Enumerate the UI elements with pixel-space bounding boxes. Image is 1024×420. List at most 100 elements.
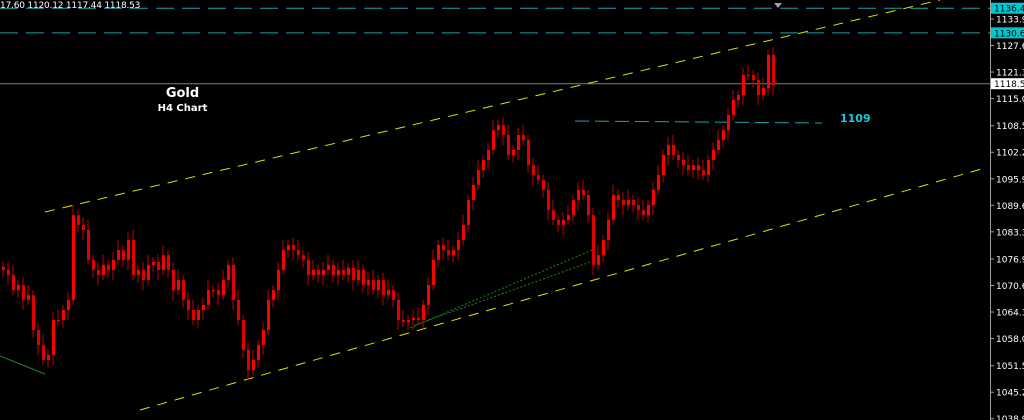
candle-body [317, 269, 320, 275]
candle-body [547, 189, 550, 211]
candle-body [697, 165, 700, 171]
candle-body [677, 154, 680, 161]
level-line-1109 [574, 120, 823, 124]
candle-body [482, 160, 485, 171]
candle-body [757, 80, 760, 95]
candle-body [117, 250, 120, 260]
candle-body [277, 269, 280, 291]
candle-body [607, 219, 610, 241]
y-tick-label: 1102.25 [996, 149, 1024, 159]
candle-body [367, 280, 370, 286]
candle-body [457, 240, 460, 251]
candle-body [217, 290, 220, 296]
candle-body [262, 330, 265, 345]
candle-body [312, 269, 315, 275]
y-tick-label: 1045.25 [996, 389, 1024, 399]
candle-body [617, 194, 620, 201]
candle-body [557, 219, 560, 225]
candle-body [402, 320, 405, 323]
candle-body [102, 264, 105, 275]
candle-body [762, 88, 765, 95]
candle-body [632, 200, 635, 206]
candle-body [197, 309, 200, 321]
candle-body [12, 274, 15, 291]
candle-body [462, 224, 465, 241]
candle-body [352, 267, 355, 281]
candle-body [172, 269, 175, 291]
candle-body [602, 240, 605, 256]
y-tick-label: 1051.55 [996, 362, 1024, 372]
candle-body [187, 299, 190, 310]
candle-body [542, 179, 545, 190]
candle-body [512, 149, 515, 155]
candle-body [672, 144, 675, 155]
candle-body [522, 134, 525, 140]
price-tag-label: 1118.53 [994, 80, 1024, 90]
candle-body [467, 200, 470, 225]
candle-body [752, 74, 755, 81]
candle-body [42, 344, 45, 361]
candle-body [157, 261, 160, 270]
green-trendline-3 [0, 355, 46, 375]
candle-body [342, 269, 345, 275]
y-tick-label: 1121.30 [996, 69, 1024, 79]
y-tick-label: 1076.90 [996, 255, 1024, 265]
candle-body [562, 219, 565, 225]
price-tag-label: 1136.46 [994, 5, 1024, 15]
candle-body [487, 149, 490, 161]
y-tick-label: 1038.95 [996, 415, 1024, 420]
candle-body [397, 299, 400, 321]
candle-body [287, 245, 290, 251]
candle-body [642, 210, 645, 216]
candle-body [192, 309, 195, 321]
candle-body [627, 200, 630, 206]
candle-body [7, 269, 10, 275]
candle-body [517, 134, 520, 150]
price-tag [991, 27, 1024, 39]
candle-body [477, 170, 480, 185]
candle-body [572, 200, 575, 216]
y-tick-label: 1058.00 [996, 335, 1024, 345]
candle-body [357, 269, 360, 281]
candle-body [327, 264, 330, 270]
candle-body [52, 320, 55, 355]
candle-body [332, 264, 335, 275]
candle-body [142, 269, 145, 281]
candle-body [592, 215, 595, 265]
candle-body [532, 165, 535, 175]
candle-body [177, 280, 180, 291]
y-tick-label: 1127.60 [996, 42, 1024, 52]
candle-body [492, 130, 495, 150]
y-tick-label: 1115.00 [996, 95, 1024, 105]
candle-body [507, 134, 510, 155]
candle-body [272, 290, 275, 300]
price-tag [991, 78, 1024, 90]
candle-body [567, 215, 570, 220]
candle-body [692, 165, 695, 171]
price-tag [991, 2, 1024, 14]
candle-body [322, 269, 325, 275]
candle-body [92, 259, 95, 270]
candle-body [227, 264, 230, 281]
chart-title: Gold [165, 86, 200, 101]
candle-body [392, 290, 395, 300]
candle-body [237, 299, 240, 321]
candle-body [527, 139, 530, 166]
candle-body [362, 269, 365, 286]
candle-body [387, 290, 390, 296]
candle-body [407, 320, 410, 323]
candle-body [447, 250, 450, 256]
candle-body [152, 261, 155, 265]
candle-body [662, 154, 665, 175]
candle-body [432, 259, 435, 286]
candle-body [302, 255, 305, 260]
candle-body [727, 114, 730, 131]
chart-subtitle: H4 Chart [157, 103, 208, 114]
candle-body [377, 280, 380, 291]
candle-body [502, 125, 505, 135]
candle-body [537, 174, 540, 180]
candle-body [347, 267, 350, 275]
candle-body [412, 317, 415, 321]
